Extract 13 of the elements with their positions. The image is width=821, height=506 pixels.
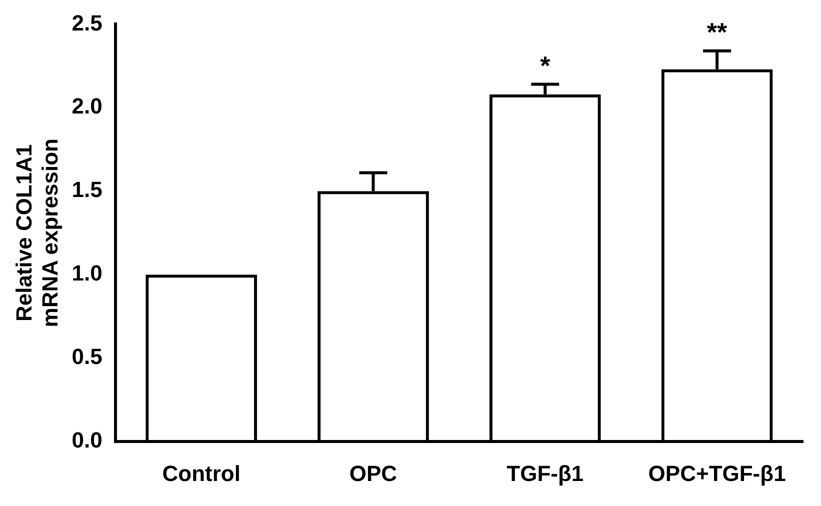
y-tick-label: 1.5 xyxy=(72,177,102,202)
y-tick-label: 1.0 xyxy=(72,260,102,286)
annotation: * xyxy=(540,50,552,80)
y-tick-label: 2.0 xyxy=(72,94,102,119)
annotation: ** xyxy=(706,17,728,48)
y-tick-label: 0.5 xyxy=(72,344,102,370)
x-tick-label: OPC+TGF-β1 xyxy=(648,460,786,486)
x-tick-label: Control xyxy=(162,460,240,486)
y-tick-label: 2.5 xyxy=(72,10,102,36)
x-tick-label: OPC xyxy=(349,460,398,486)
y-axis-title: Relative COL1A1 mRNA expression xyxy=(11,138,63,328)
x-tick-label: TGF-β1 xyxy=(506,460,584,486)
y-tick-label: 0.0 xyxy=(72,428,102,453)
